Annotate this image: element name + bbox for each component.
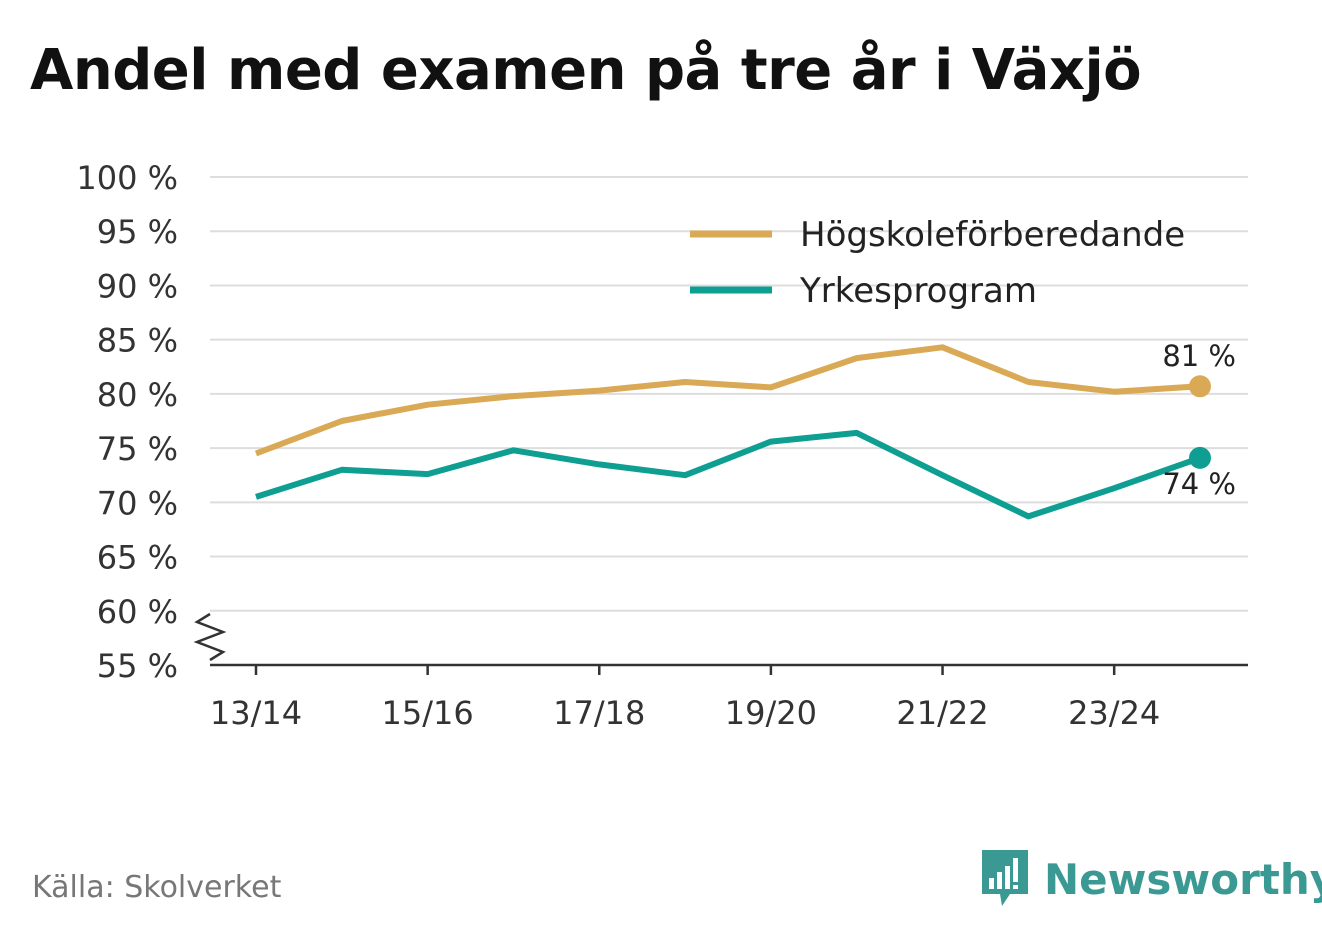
series-end-dot-yrkesprogram <box>1189 446 1211 469</box>
legend-label-hogskoleforberedande: Högskoleförberedande <box>800 215 1185 255</box>
legend: Högskoleförberedande Yrkesprogram <box>690 215 1185 311</box>
y-tick-label-60: 60 % <box>97 593 178 631</box>
chart-title: Andel med examen på tre år i Växjö <box>30 38 1142 103</box>
brand-name: Newsworthy <box>1044 854 1322 904</box>
y-tick-label-95: 95 % <box>97 213 178 251</box>
y-tick-label-70: 70 % <box>97 484 178 522</box>
series-lines <box>254 344 1211 520</box>
x-tick-label-13/14: 13/14 <box>210 694 302 732</box>
series-end-dot-hogskoleforberedande <box>1189 375 1211 398</box>
source-note: Källa: Skolverket <box>32 870 282 905</box>
y-tick-label-55: 55 % <box>97 647 178 685</box>
y-tick-label-100: 100 % <box>76 159 178 197</box>
y-tick-label-65: 65 % <box>97 539 178 577</box>
end-labels: 81 % 74 % <box>1162 339 1236 501</box>
x-tick-label-15/16: 15/16 <box>382 694 474 732</box>
end-label-hogskoleforberedande: 81 % <box>1162 339 1236 373</box>
newsworthy-logo-icon <box>982 850 1028 906</box>
series-line-hogskoleforberedande <box>254 344 1201 457</box>
y-tick-label-85: 85 % <box>97 322 178 360</box>
axis-break-icon <box>193 612 227 662</box>
x-tick-label-23/24: 23/24 <box>1068 694 1160 732</box>
y-tick-label-75: 75 % <box>97 430 178 468</box>
newsworthy-logo: Newsworthy <box>980 848 1322 910</box>
gridlines <box>210 176 1248 612</box>
x-tick-label-19/20: 19/20 <box>725 694 817 732</box>
y-tick-label-90: 90 % <box>97 267 178 305</box>
end-label-yrkesprogram: 74 % <box>1162 467 1236 501</box>
x-tick-label-21/22: 21/22 <box>896 694 988 732</box>
x-tick-label-17/18: 17/18 <box>553 694 645 732</box>
y-axis-ticks: 55 % 60 % 65 % 70 % 75 % 80 % 85 % 90 % 95 % 100 … <box>76 159 227 685</box>
x-axis: 13/14 15/16 17/18 19/20 21/22 23/24 <box>210 663 1248 732</box>
legend-label-yrkesprogram: Yrkesprogram <box>799 271 1037 311</box>
series-line-yrkesprogram <box>255 429 1201 520</box>
y-tick-label-80: 80 % <box>97 376 178 414</box>
